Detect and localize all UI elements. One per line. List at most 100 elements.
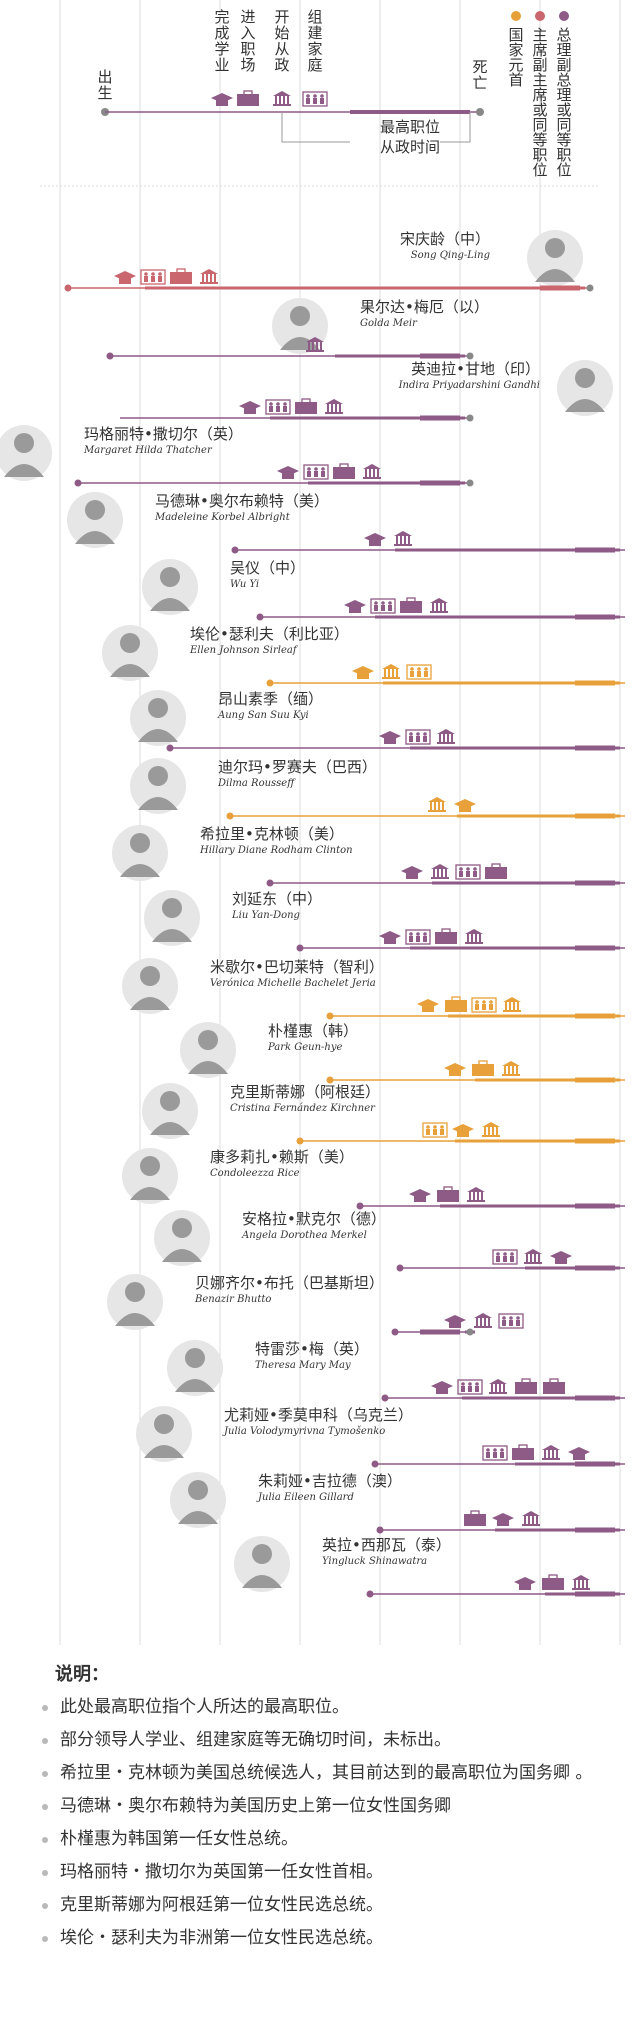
- briefcase-icon: [464, 1510, 486, 1526]
- person-name-cn: 英拉•西那瓦（泰）: [322, 1536, 451, 1554]
- family-icon: [498, 1313, 524, 1329]
- note-item: 克里斯蒂娜为阿根廷第一位女性民选总统。: [40, 1892, 630, 1919]
- svg-text:总: 总: [556, 71, 571, 89]
- portrait-avatar: [234, 1536, 290, 1592]
- person-row: 英拉•西那瓦（泰） Yingluck Shinawatra: [234, 1536, 625, 1598]
- person-name-cn: 康多莉扎•赖斯（美）: [210, 1148, 354, 1166]
- person-name-cn: 克里斯蒂娜（阿根廷）: [230, 1083, 380, 1101]
- briefcase-icon: [437, 1186, 459, 1202]
- graduation-cap-icon: [364, 533, 386, 546]
- graduation-cap-icon: [514, 1577, 536, 1590]
- birth-dot: [166, 744, 174, 752]
- death-label: 死亡: [472, 58, 487, 92]
- person-row: 朴槿惠（韩） Park Geun-hye: [180, 1022, 625, 1084]
- family-icon: [405, 729, 431, 745]
- svg-text:席: 席: [532, 86, 547, 104]
- graduation-cap-icon: [452, 1124, 474, 1137]
- svg-text:进: 进: [240, 8, 255, 26]
- birth-dot: [74, 479, 82, 487]
- graduation-cap-icon: [444, 1063, 466, 1076]
- svg-text:职: 职: [556, 146, 571, 164]
- graduation-cap-icon: [379, 731, 401, 744]
- notes-list: 此处最高职位指个人所达的最高职位。 部分领导人学业、组建家庭等无确切时间，未标出…: [40, 1694, 630, 1958]
- government-building-icon: [363, 464, 381, 479]
- role-color-dot: [535, 11, 545, 21]
- graduation-cap-icon: [114, 271, 136, 284]
- briefcase-icon: [543, 1378, 565, 1394]
- government-building-icon: [572, 1575, 590, 1590]
- svg-text:理: 理: [556, 41, 571, 59]
- briefcase-icon: [512, 1444, 534, 1460]
- government-building-icon: [200, 269, 218, 284]
- graduation-cap-icon: [352, 666, 374, 679]
- svg-text:成: 成: [214, 24, 229, 42]
- svg-text:学: 学: [214, 40, 229, 58]
- briefcase-icon: [237, 90, 259, 106]
- portrait-avatar: [136, 1406, 192, 1462]
- portrait-avatar: [170, 1472, 226, 1528]
- government-building-icon: [489, 1379, 507, 1394]
- person-name-en: Song Qing-Ling: [411, 250, 490, 261]
- person-name-en: Julia Eileen Gillard: [256, 1492, 354, 1503]
- person-row: 朱莉娅•吉拉德（澳） Julia Eileen Gillard: [170, 1472, 625, 1534]
- portrait-avatar: [122, 1148, 178, 1204]
- graduation-cap-icon: [492, 1513, 514, 1526]
- portrait-avatar: [154, 1210, 210, 1266]
- birth-label: 出生: [97, 68, 112, 102]
- briefcase-icon: [515, 1378, 537, 1394]
- government-building-icon: [430, 598, 448, 613]
- birth-dot: [376, 1526, 384, 1534]
- person-name-en: Angela Dorothea Merkel: [241, 1230, 367, 1241]
- svg-text:主: 主: [532, 26, 547, 44]
- note-item: 马德琳・奥尔布赖特为美国历史上第一位女性国务卿: [40, 1793, 630, 1820]
- person-name-cn: 埃伦•瑟利夫（利比亚）: [190, 625, 349, 643]
- briefcase-icon: [542, 1574, 564, 1590]
- birth-dot: [381, 1394, 389, 1402]
- person-name-cn: 朴槿惠（韩）: [268, 1022, 358, 1040]
- death-dot: [466, 1328, 474, 1336]
- person-name-cn: 希拉里•克林顿（美）: [200, 825, 344, 843]
- person-row: 希拉里•克林顿（美） Hillary Diane Rodham Clinton: [112, 825, 625, 887]
- person-name-cn: 安格拉•默克尔（德）: [242, 1210, 386, 1228]
- person-name-cn: 英迪拉•甘地（印）: [411, 360, 540, 378]
- svg-text:完: 完: [214, 8, 229, 26]
- government-building-icon: [325, 399, 343, 414]
- family-icon: [457, 1379, 483, 1395]
- svg-text:职: 职: [532, 146, 547, 164]
- death-dot: [586, 284, 594, 292]
- portrait-avatar: [144, 890, 200, 946]
- person-name-en: Verónica Michelle Bachelet Jeria: [210, 978, 376, 989]
- portrait-avatar: [167, 1340, 223, 1396]
- svg-text:出: 出: [97, 68, 112, 86]
- person-row: 玛格丽特•撒切尔（英） Margaret Hilda Thatcher: [0, 425, 474, 487]
- person-row: 安格拉•默克尔（德） Angela Dorothea Merkel: [154, 1210, 625, 1272]
- person-row: 吴仪（中） Wu Yi: [142, 559, 625, 621]
- timeline-diagram: 出生死亡完成学业进入职场开始从政组建家庭最高职位从政时间国家元首主席副主席或同等…: [0, 0, 625, 1645]
- government-building-icon: [524, 1249, 542, 1264]
- svg-text:入: 入: [240, 24, 255, 42]
- person-row: 康多莉扎•赖斯（美） Condoleezza Rice: [122, 1148, 625, 1210]
- portrait-avatar: [107, 1274, 163, 1330]
- birth-dot: [296, 1137, 304, 1145]
- briefcase-icon: [435, 928, 457, 944]
- birth-dot: [106, 352, 114, 360]
- stage-label: 组建家庭: [307, 8, 322, 74]
- person-name-en: Theresa Mary May: [255, 1360, 351, 1371]
- svg-text:亡: 亡: [472, 74, 487, 92]
- family-icon: [140, 269, 166, 285]
- svg-text:开: 开: [274, 8, 289, 26]
- birth-dot: [326, 1012, 334, 1020]
- birth-dot: [356, 1202, 364, 1210]
- svg-text:从: 从: [274, 40, 289, 58]
- svg-text:生: 生: [97, 84, 112, 102]
- person-row: 马德琳•奥尔布赖特（美） Madeleine Korbel Albright: [67, 492, 625, 554]
- svg-text:死: 死: [472, 58, 487, 76]
- person-name-cn: 玛格丽特•撒切尔（英）: [84, 425, 243, 443]
- person-name-cn: 马德琳•奥尔布赖特（美）: [155, 492, 329, 510]
- svg-text:组: 组: [307, 8, 322, 26]
- government-building-icon: [467, 1187, 485, 1202]
- briefcase-icon: [400, 597, 422, 613]
